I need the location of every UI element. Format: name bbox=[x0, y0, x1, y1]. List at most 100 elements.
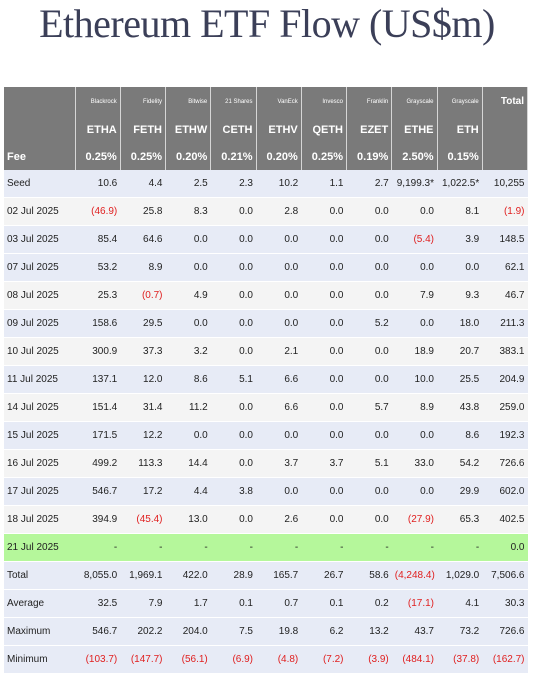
flow-cell: 0.0 bbox=[210, 505, 256, 534]
table-row: Minimum (103.7) (147.7) (56.1) (6.9) (4.8) (7.… bbox=[4, 645, 528, 674]
flow-cell: 0.0 bbox=[301, 281, 347, 310]
flow-cell: 1,022.5* bbox=[437, 170, 483, 198]
flow-cell: (5.4) bbox=[391, 225, 437, 254]
issuer-header: Blackrock bbox=[75, 87, 121, 116]
flow-cell: (45.4) bbox=[120, 505, 166, 534]
flow-cell: 204.0 bbox=[165, 617, 211, 646]
flow-cell: 9,199.3* bbox=[391, 170, 437, 198]
flow-cell: - bbox=[437, 533, 483, 562]
flow-cell: 11.2 bbox=[165, 393, 211, 422]
flow-cell: 3.8 bbox=[210, 477, 256, 506]
flow-cell: 151.4 bbox=[75, 393, 121, 422]
flow-cell: 0.0 bbox=[346, 197, 392, 226]
fee-cell: 0.21% bbox=[210, 143, 257, 170]
table-row: 14 Jul 2025 151.4 31.4 11.2 0.0 6.6 0.0 5.7 8.9 4… bbox=[4, 393, 528, 422]
flow-cell: - bbox=[346, 533, 392, 562]
flow-cell: 1.1 bbox=[301, 170, 347, 198]
flow-cell: 8.1 bbox=[437, 197, 483, 226]
flow-cell: 18.0 bbox=[437, 309, 483, 338]
flow-cell: - bbox=[301, 533, 347, 562]
table-row: 16 Jul 2025 499.2 113.3 14.4 0.0 3.7 3.7 5.1 33.… bbox=[4, 449, 528, 478]
row-label: 15 Jul 2025 bbox=[4, 421, 75, 450]
flow-cell: 158.6 bbox=[75, 309, 121, 338]
issuer-header: 21 Shares bbox=[210, 87, 257, 116]
flow-cell: 0.0 bbox=[391, 477, 437, 506]
flow-cell: 2.6 bbox=[256, 505, 302, 534]
flow-cell: 0.0 bbox=[165, 309, 211, 338]
total-cell: 259.0 bbox=[482, 393, 528, 422]
fee-cell: 0.25% bbox=[75, 143, 121, 170]
ticker-header: CETH bbox=[210, 116, 257, 143]
total-cell: 148.5 bbox=[482, 225, 528, 254]
table-row: 11 Jul 2025 137.1 12.0 8.6 5.1 6.6 0.0 0.0 10.0 2… bbox=[4, 365, 528, 394]
flow-cell: 25.5 bbox=[437, 365, 483, 394]
flow-cell: 2.1 bbox=[256, 337, 302, 366]
flow-cell: 0.0 bbox=[346, 421, 392, 450]
flow-cell: 43.7 bbox=[391, 617, 437, 646]
table-row: Seed 10.6 4.4 2.5 2.3 10.2 1.1 2.7 9,199.3* 1,022… bbox=[4, 170, 528, 198]
flow-cell: 113.3 bbox=[120, 449, 166, 478]
flow-cell: 53.2 bbox=[75, 253, 121, 282]
flow-cell: (4,248.4) bbox=[391, 561, 437, 590]
flow-cell: 0.0 bbox=[301, 337, 347, 366]
flow-cell: 0.0 bbox=[210, 197, 256, 226]
flow-cell: 137.1 bbox=[75, 365, 121, 394]
total-cell: 726.6 bbox=[482, 617, 528, 646]
flow-cell: 85.4 bbox=[75, 225, 121, 254]
table-row: 02 Jul 2025 (46.9) 25.8 8.3 0.0 2.8 0.0 0.0 0.0 8… bbox=[4, 197, 528, 226]
flow-cell: 5.7 bbox=[346, 393, 392, 422]
ticker-header-row: ETHA FETH ETHW CETH ETHV QETH EZET ETHE … bbox=[4, 116, 529, 143]
flow-cell: 37.3 bbox=[120, 337, 166, 366]
header-corner bbox=[4, 116, 76, 143]
flow-cell: 202.2 bbox=[120, 617, 166, 646]
ticker-header: EZET bbox=[346, 116, 393, 143]
table-row: 18 Jul 2025 394.9 (45.4) 13.0 0.0 2.6 0.0 0.0 (2… bbox=[4, 505, 528, 534]
table-row: 17 Jul 2025 546.7 17.2 4.4 3.8 0.0 0.0 0.0 0.0 29… bbox=[4, 477, 528, 506]
flow-cell: 6.6 bbox=[256, 393, 302, 422]
flow-cell: 14.4 bbox=[165, 449, 211, 478]
flow-cell: 0.0 bbox=[391, 253, 437, 282]
flow-cell: 0.0 bbox=[256, 253, 302, 282]
header-corner bbox=[4, 87, 76, 116]
flow-cell: 58.6 bbox=[346, 561, 392, 590]
ticker-header: ETHE bbox=[391, 116, 438, 143]
flow-cell: 1.7 bbox=[165, 589, 211, 618]
flow-cell: 0.0 bbox=[256, 477, 302, 506]
row-label: 03 Jul 2025 bbox=[4, 225, 75, 254]
table-row: 10 Jul 2025 300.9 37.3 3.2 0.0 2.1 0.0 0.0 18.9 2… bbox=[4, 337, 528, 366]
row-label: 08 Jul 2025 bbox=[4, 281, 75, 310]
flow-cell: 32.5 bbox=[75, 589, 121, 618]
flow-cell: 17.2 bbox=[120, 477, 166, 506]
flow-cell: 4.4 bbox=[120, 170, 166, 198]
flow-cell: 0.0 bbox=[391, 197, 437, 226]
flow-cell: 0.0 bbox=[346, 365, 392, 394]
table-row: 09 Jul 2025 158.6 29.5 0.0 0.0 0.0 0.0 5.2 0.0 18… bbox=[4, 309, 528, 338]
flow-cell: 422.0 bbox=[165, 561, 211, 590]
fee-label: Fee bbox=[4, 143, 76, 170]
flow-cell: - bbox=[256, 533, 302, 562]
issuer-header-row: Blackrock Fidelity Bitwise 21 Shares Van… bbox=[4, 87, 529, 116]
table-row: Total 8,055.0 1,969.1 422.0 28.9 165.7 26.7 58.… bbox=[4, 561, 528, 590]
flow-cell: 546.7 bbox=[75, 617, 121, 646]
row-label: 09 Jul 2025 bbox=[4, 309, 75, 338]
row-label: Total bbox=[4, 561, 75, 590]
row-label: Maximum bbox=[4, 617, 75, 646]
row-label: Minimum bbox=[4, 645, 75, 674]
flow-cell: 7.9 bbox=[391, 281, 437, 310]
flow-cell: 10.2 bbox=[256, 170, 302, 198]
flow-cell: 0.0 bbox=[346, 505, 392, 534]
flow-cell: 0.0 bbox=[165, 253, 211, 282]
flow-cell: 0.0 bbox=[210, 225, 256, 254]
flow-cell: 0.7 bbox=[256, 589, 302, 618]
table-row: Average 32.5 7.9 1.7 0.1 0.7 0.1 0.2 (17.1) 4.1 30… bbox=[4, 589, 528, 618]
flow-cell: 5.1 bbox=[210, 365, 256, 394]
flow-cell: 0.0 bbox=[301, 477, 347, 506]
row-label: 02 Jul 2025 bbox=[4, 197, 75, 226]
flow-cell: 65.3 bbox=[437, 505, 483, 534]
flow-cell: 0.0 bbox=[301, 309, 347, 338]
total-cell: 192.3 bbox=[482, 421, 528, 450]
ticker-header: FETH bbox=[120, 116, 167, 143]
fee-cell: 0.25% bbox=[301, 143, 348, 170]
flow-cell: (37.8) bbox=[437, 645, 483, 674]
row-label: 14 Jul 2025 bbox=[4, 393, 75, 422]
